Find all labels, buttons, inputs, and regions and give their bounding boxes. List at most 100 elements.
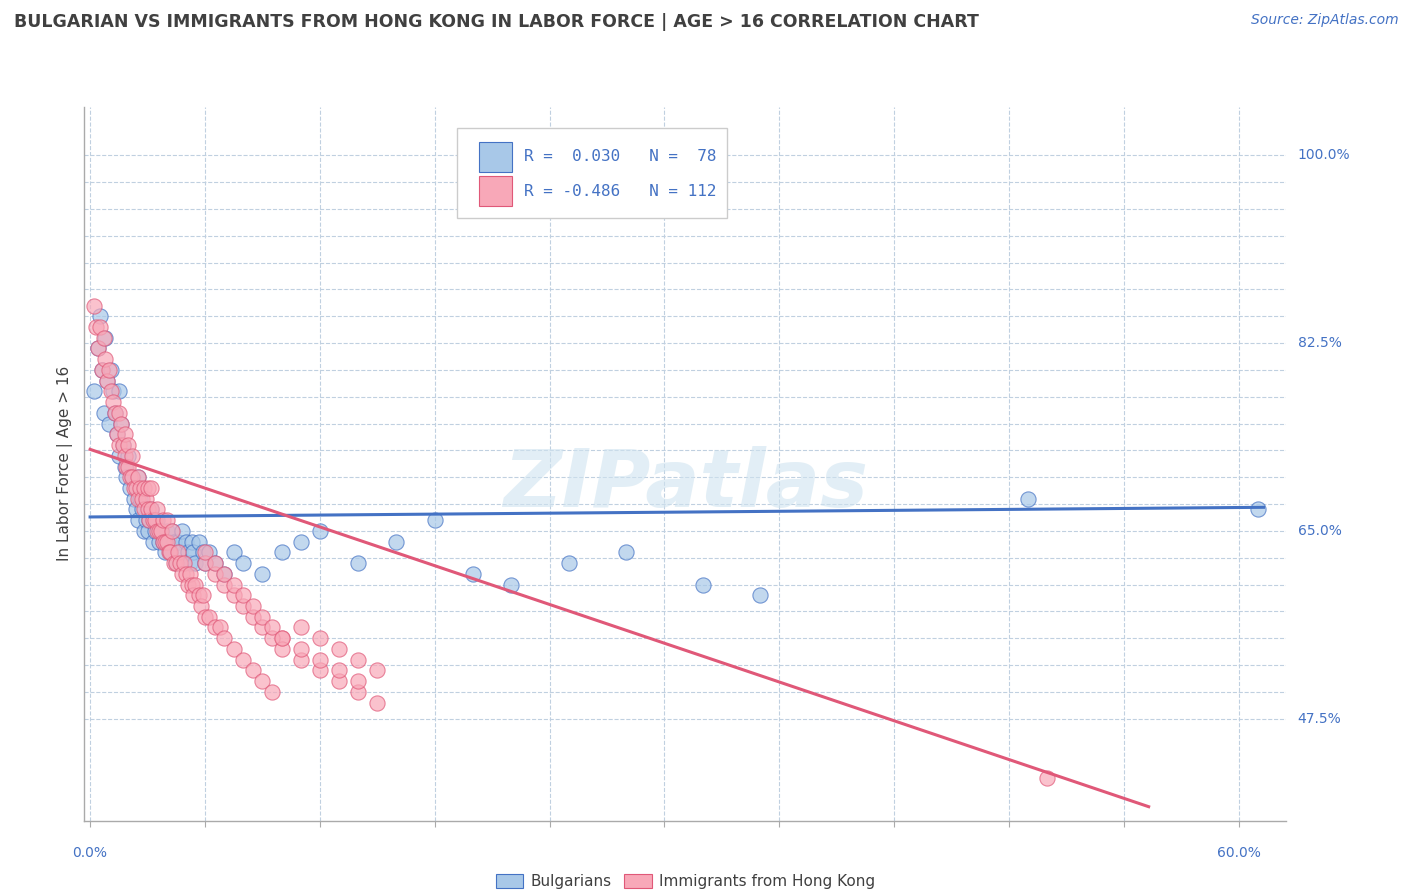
Point <box>83 299 105 313</box>
Point <box>1036 771 1059 785</box>
Point <box>270 545 292 559</box>
Point <box>174 566 197 581</box>
Text: 65.0%: 65.0% <box>1298 524 1341 538</box>
Point <box>260 620 283 634</box>
Point <box>212 577 235 591</box>
Point <box>222 577 245 591</box>
Text: 0.0%: 0.0% <box>73 846 108 860</box>
Point <box>194 545 217 559</box>
Point <box>114 459 136 474</box>
Point <box>184 577 207 591</box>
Point <box>212 566 235 581</box>
Point <box>557 556 579 570</box>
Point <box>131 502 153 516</box>
Point <box>614 545 637 559</box>
Point <box>170 524 193 538</box>
Point <box>252 674 274 689</box>
Point <box>328 674 350 689</box>
Point <box>83 384 105 399</box>
Point <box>167 545 190 559</box>
Point <box>141 502 163 516</box>
Point <box>125 481 148 495</box>
Point <box>93 406 115 420</box>
Point <box>169 556 191 570</box>
Point <box>117 438 139 452</box>
Point <box>194 609 217 624</box>
Point <box>177 577 200 591</box>
Text: 47.5%: 47.5% <box>1298 712 1341 726</box>
Point <box>204 556 226 570</box>
FancyBboxPatch shape <box>478 142 512 171</box>
Point <box>1247 502 1270 516</box>
Point <box>132 502 155 516</box>
Point <box>141 502 163 516</box>
Point <box>290 653 312 667</box>
Point <box>110 417 132 431</box>
Point <box>122 481 145 495</box>
Point <box>328 642 350 657</box>
Point <box>108 384 131 399</box>
Point <box>138 513 160 527</box>
Point <box>157 545 180 559</box>
Point <box>232 599 254 613</box>
Point <box>132 481 155 495</box>
Point <box>96 374 118 388</box>
Point <box>89 310 111 324</box>
Point <box>127 470 149 484</box>
Point <box>152 513 174 527</box>
Text: Source: ZipAtlas.com: Source: ZipAtlas.com <box>1251 13 1399 28</box>
Point <box>308 664 330 678</box>
Point <box>242 609 264 624</box>
Point <box>179 556 201 570</box>
Point <box>194 556 217 570</box>
Point <box>98 363 121 377</box>
FancyBboxPatch shape <box>457 128 727 218</box>
Point <box>159 545 181 559</box>
Point <box>204 620 226 634</box>
Point <box>90 363 112 377</box>
Point <box>242 599 264 613</box>
Point <box>111 438 134 452</box>
Point <box>87 342 110 356</box>
Point <box>93 331 115 345</box>
Point <box>169 545 191 559</box>
Point <box>232 588 254 602</box>
Point <box>347 556 370 570</box>
Point <box>87 342 110 356</box>
Point <box>163 534 186 549</box>
Point <box>89 320 111 334</box>
Point <box>366 664 388 678</box>
Point <box>156 534 179 549</box>
Point <box>108 438 131 452</box>
Point <box>108 449 131 463</box>
Point <box>101 384 124 399</box>
Point <box>104 406 127 420</box>
Point <box>501 577 523 591</box>
Point <box>308 653 330 667</box>
Point <box>114 449 136 463</box>
Point <box>90 363 112 377</box>
Point <box>114 427 136 442</box>
Point <box>111 438 134 452</box>
Point <box>167 534 190 549</box>
Text: R =  0.030   N =  78: R = 0.030 N = 78 <box>524 149 717 164</box>
Point <box>347 674 370 689</box>
Point <box>131 491 153 506</box>
FancyBboxPatch shape <box>478 176 512 206</box>
Point <box>252 566 274 581</box>
Point <box>148 534 170 549</box>
Point <box>180 534 202 549</box>
Point <box>121 470 143 484</box>
Point <box>146 524 169 538</box>
Point <box>222 545 245 559</box>
Text: BULGARIAN VS IMMIGRANTS FROM HONG KONG IN LABOR FORCE | AGE > 16 CORRELATION CHA: BULGARIAN VS IMMIGRANTS FROM HONG KONG I… <box>14 13 979 31</box>
Text: R = -0.486   N = 112: R = -0.486 N = 112 <box>524 184 717 199</box>
Point <box>122 491 145 506</box>
Point <box>173 556 195 570</box>
Point <box>270 631 292 645</box>
Point <box>204 566 226 581</box>
Point <box>222 642 245 657</box>
Point <box>174 534 197 549</box>
Point <box>141 481 163 495</box>
Point <box>159 545 181 559</box>
